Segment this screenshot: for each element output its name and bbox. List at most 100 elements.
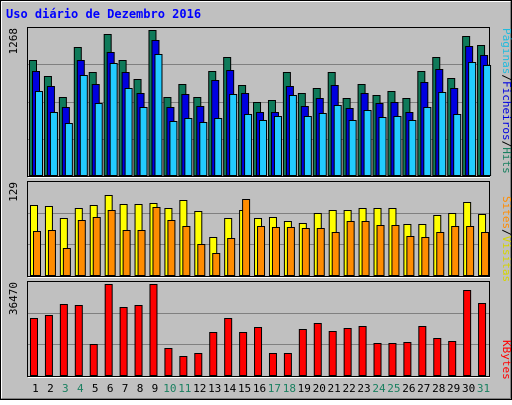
legend-separator: /: [500, 74, 512, 81]
day-label: 4: [77, 382, 84, 395]
bar-páginas-day-12: [199, 122, 208, 176]
bar-sites-day-31: [481, 232, 490, 276]
bar-páginas-day-5: [94, 103, 103, 176]
bar-kbytes-day-30: [463, 290, 472, 376]
bar-kbytes-day-12: [194, 353, 203, 376]
bar-sites-day-10: [167, 220, 176, 276]
legend-paginas: Páginas: [500, 28, 512, 74]
bar-sites-day-18: [286, 227, 295, 276]
bar-kbytes-day-24: [373, 343, 382, 376]
bar-kbytes-day-27: [418, 326, 427, 376]
bar-kbytes-day-6: [104, 284, 113, 376]
bar-sites-day-17: [271, 227, 280, 276]
bar-sites-day-26: [406, 236, 415, 276]
bar-páginas-day-21: [333, 105, 342, 176]
day-label: 8: [137, 382, 144, 395]
day-label: 19: [298, 382, 311, 395]
day-label: 22: [342, 382, 355, 395]
bar-páginas-day-18: [288, 95, 297, 176]
legend-ficheiros: Ficheiros: [500, 81, 512, 141]
bar-kbytes-day-10: [164, 348, 173, 376]
bar-kbytes-day-9: [149, 284, 158, 376]
bar-sites-day-30: [466, 226, 475, 276]
bar-páginas-day-7: [124, 88, 133, 176]
bar-kbytes-day-15: [239, 332, 248, 376]
day-label: 28: [432, 382, 445, 395]
bar-páginas-day-6: [109, 63, 118, 176]
bar-páginas-day-30: [468, 62, 477, 176]
bar-sites-day-12: [197, 244, 206, 276]
day-label: 9: [152, 382, 159, 395]
bar-kbytes-day-21: [328, 331, 337, 376]
bar-páginas-day-22: [348, 120, 357, 176]
bar-páginas-day-17: [273, 116, 282, 176]
bar-páginas-day-10: [169, 121, 178, 176]
bar-kbytes-day-29: [448, 341, 457, 376]
bar-kbytes-day-1: [30, 318, 38, 376]
bar-páginas-day-8: [139, 107, 148, 176]
bar-páginas-day-19: [303, 116, 312, 176]
kbytes-panel-legend: KBytes: [500, 340, 512, 380]
bar-sites-day-1: [33, 231, 41, 276]
day-label: 3: [62, 382, 69, 395]
bar-páginas-day-29: [453, 114, 462, 176]
bar-páginas-day-15: [244, 114, 253, 176]
day-label: 20: [313, 382, 326, 395]
kbytes-max-label: 36470: [7, 282, 20, 315]
day-label: 25: [387, 382, 400, 395]
bar-kbytes-day-17: [268, 353, 277, 376]
bar-kbytes-day-16: [254, 327, 263, 376]
bar-kbytes-day-25: [388, 343, 397, 376]
bar-páginas-day-16: [259, 120, 268, 176]
bar-sites-day-25: [391, 225, 400, 276]
bar-kbytes-day-2: [44, 315, 53, 376]
hits-max-label: 1268: [7, 28, 20, 55]
bar-páginas-day-13: [214, 118, 223, 176]
bar-sites-day-27: [421, 237, 430, 276]
day-label: 31: [477, 382, 490, 395]
bar-sites-day-28: [436, 232, 445, 276]
bar-páginas-day-24: [378, 117, 387, 176]
bar-sites-day-29: [451, 226, 460, 276]
legend-sites: Sites: [500, 196, 512, 229]
day-label: 15: [238, 382, 251, 395]
bar-páginas-day-27: [423, 107, 432, 176]
bar-sites-day-8: [137, 230, 146, 276]
bar-kbytes-day-13: [209, 332, 218, 376]
bar-sites-day-24: [376, 225, 385, 276]
legend-separator: /: [500, 229, 512, 236]
day-label: 21: [328, 382, 341, 395]
chart-title: Uso diário de Dezembro 2016: [6, 7, 201, 21]
bar-sites-day-13: [212, 253, 221, 276]
bar-sites-day-2: [47, 230, 56, 276]
bar-kbytes-day-5: [89, 344, 98, 376]
bar-kbytes-day-8: [134, 305, 143, 376]
day-label: 11: [178, 382, 191, 395]
day-label: 30: [462, 382, 475, 395]
day-label: 27: [417, 382, 430, 395]
bar-páginas-day-26: [408, 120, 417, 176]
bar-páginas-day-31: [483, 65, 492, 176]
bar-sites-day-15: [242, 199, 251, 276]
bar-páginas-day-28: [438, 92, 447, 176]
bar-kbytes-day-7: [119, 307, 128, 376]
bar-páginas-day-1: [35, 91, 43, 176]
bar-páginas-day-14: [229, 94, 238, 176]
day-label: 29: [447, 382, 460, 395]
legend-kbytes: KBytes: [500, 340, 512, 380]
bar-páginas-day-23: [363, 110, 372, 176]
day-label: 13: [208, 382, 221, 395]
day-label: 14: [223, 382, 237, 395]
bar-sites-day-3: [62, 248, 71, 276]
bar-sites-day-4: [77, 220, 86, 276]
bar-sites-day-22: [346, 221, 355, 276]
bar-kbytes-day-22: [343, 328, 352, 376]
day-label: 2: [47, 382, 54, 395]
bar-páginas-day-20: [318, 113, 327, 176]
bar-kbytes-day-14: [224, 318, 233, 376]
bar-sites-day-23: [361, 221, 370, 276]
day-label: 5: [92, 382, 99, 395]
day-label: 16: [253, 382, 266, 395]
bar-sites-day-7: [122, 230, 131, 276]
